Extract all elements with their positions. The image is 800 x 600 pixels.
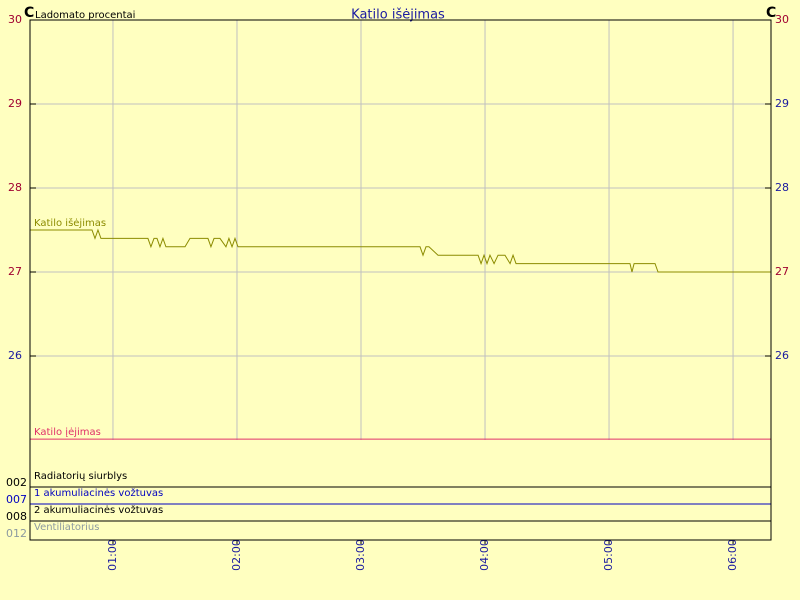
y-tick-label: 27 [8, 265, 22, 278]
channel-name: 1 akumuliacinės vožtuvas [34, 487, 163, 499]
x-tick-label: 03:00 [354, 539, 367, 571]
y2-tick-label: 26 [775, 349, 789, 362]
channel-name: 2 akumuliacinės vožtuvas [34, 504, 163, 516]
y-tick-label: 29 [8, 97, 22, 110]
channel-code: 002 [6, 476, 27, 489]
x-tick-label: 01:00 [106, 539, 119, 571]
series-label: Katilo įėjimas [34, 427, 101, 438]
channel-code: 008 [6, 510, 27, 523]
channel-name: Radiatorių siurblys [34, 471, 127, 482]
x-tick-label: 04:00 [478, 539, 491, 571]
y2-tick-label: 27 [775, 265, 789, 278]
channel-code: 012 [6, 527, 27, 540]
y-tick-label: 28 [8, 181, 22, 194]
series-label: Katilo išėjimas [34, 217, 106, 229]
y-tick-label: 26 [8, 349, 22, 362]
y2-tick-label: 29 [775, 97, 789, 110]
y-tick-label: 30 [8, 13, 22, 26]
y2-tick-label: 30 [775, 13, 789, 26]
x-tick-label: 06:00 [726, 539, 739, 571]
channel-name: Ventiliatorius [34, 522, 99, 533]
left-unit: C [24, 5, 34, 21]
x-tick-label: 02:00 [230, 539, 243, 571]
y2-tick-label: 28 [775, 181, 789, 194]
channel-code: 007 [6, 493, 27, 506]
x-tick-label: 05:00 [602, 539, 615, 571]
plot-frame [29, 19, 772, 541]
chart-title: Katilo išėjimas [351, 8, 445, 23]
left-caption: Ladomato procentai [35, 10, 135, 21]
right-unit: C [766, 5, 776, 21]
series-line [30, 228, 771, 273]
